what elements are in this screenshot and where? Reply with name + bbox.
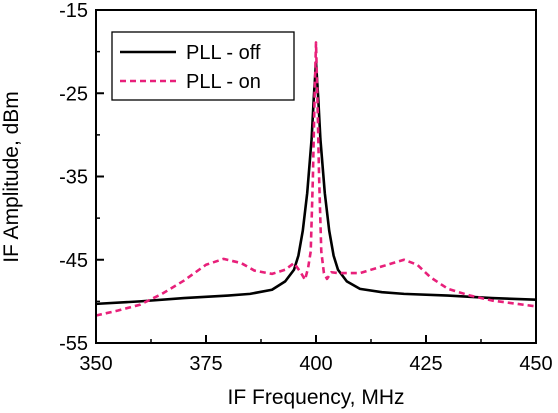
y-tick-label: -55	[59, 333, 88, 355]
x-tick-label: 350	[79, 353, 112, 375]
x-tick-label: 425	[409, 353, 442, 375]
legend-box	[111, 31, 295, 101]
x-tick-label: 375	[189, 353, 222, 375]
series-line-pll-on	[96, 41, 536, 317]
y-axis-ticks: -55 -45 -35 -25 -15	[59, 0, 104, 355]
y-axis-title: IF Amplitude, dBm	[0, 91, 23, 263]
legend: PLL - off PLL - on	[111, 31, 295, 101]
y-tick-label: -25	[59, 83, 88, 105]
legend-label-pll-off: PLL - off	[186, 42, 261, 64]
y-tick-label: -35	[59, 167, 88, 189]
x-axis-title: IF Frequency, MHz	[228, 386, 405, 409]
legend-label-pll-on: PLL - on	[186, 71, 261, 93]
y-tick-label: -15	[59, 0, 88, 22]
x-tick-label: 450	[519, 353, 552, 375]
y-tick-label: -45	[59, 250, 88, 272]
x-axis-ticks: 350 375 400 425 450	[79, 335, 553, 375]
series-layer	[96, 41, 536, 317]
x-tick-label: 400	[299, 353, 332, 375]
